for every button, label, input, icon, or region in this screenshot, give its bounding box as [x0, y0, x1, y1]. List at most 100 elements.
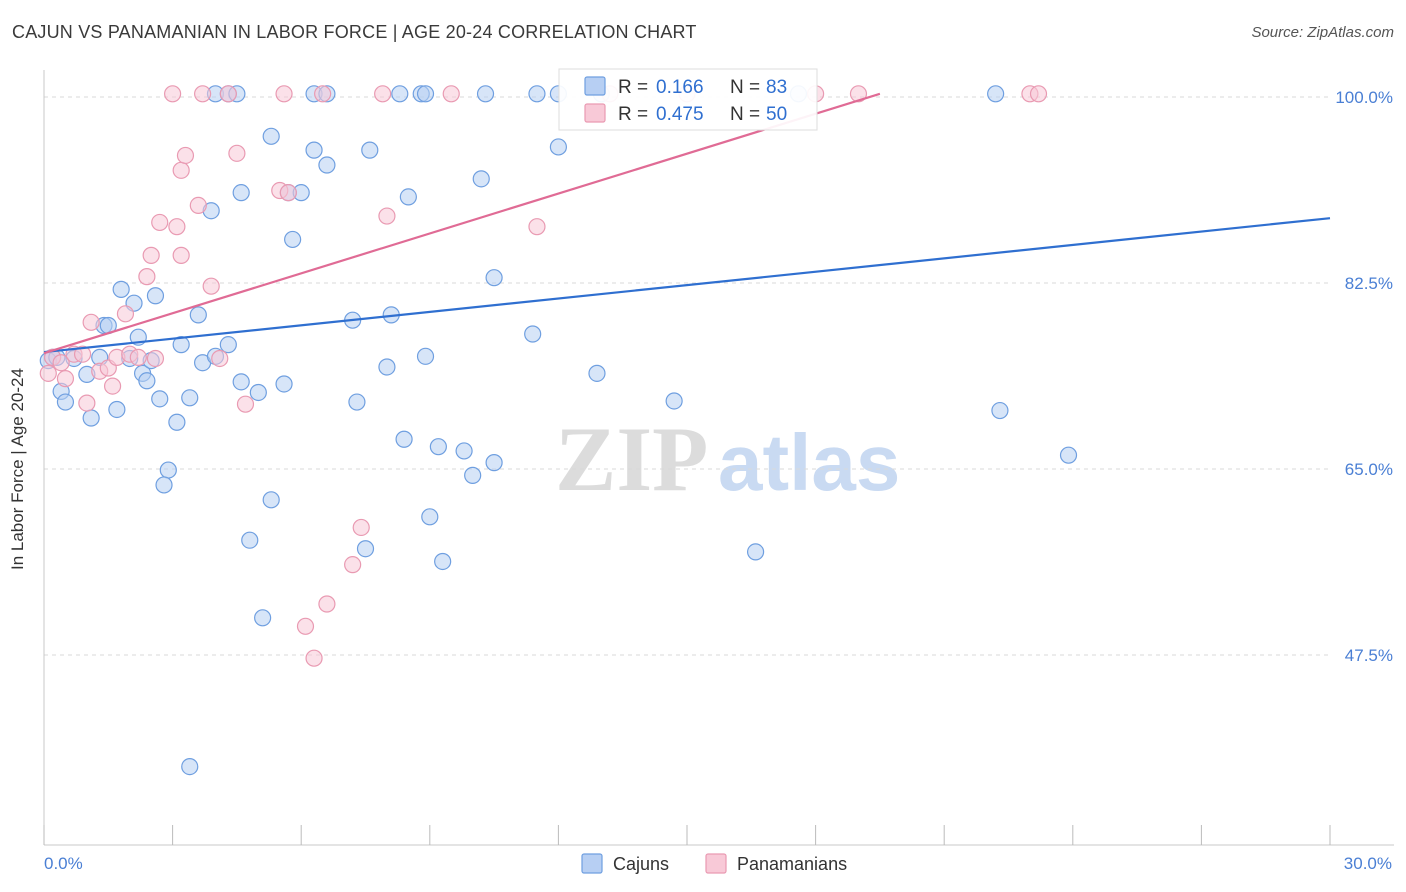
data-point-cajuns	[395, 430, 413, 448]
legend-r-value: 0.475	[656, 104, 704, 125]
data-point-cajuns	[181, 757, 199, 776]
y-tick-label: 47.5%	[1345, 646, 1393, 665]
x-tick-label: 30.0%	[1344, 854, 1392, 873]
data-point-cajuns	[588, 364, 606, 382]
data-point-cajuns	[138, 372, 156, 390]
watermark-atlas: atlas	[718, 418, 900, 507]
source-credit: Source: ZipAtlas.com	[1251, 24, 1394, 41]
data-point-panamanians	[305, 649, 323, 667]
data-point-cajuns	[305, 141, 323, 159]
y-tick-label: 100.0%	[1335, 88, 1393, 107]
data-point-cajuns	[56, 393, 75, 411]
data-point-panamanians	[116, 305, 135, 323]
legend-r-value: 0.166	[656, 77, 704, 98]
series-legend-swatch-cajuns	[581, 853, 603, 874]
data-point-cajuns	[151, 390, 169, 408]
data-point-panamanians	[378, 207, 396, 225]
data-point-cajuns	[485, 454, 503, 472]
legend-n-value: 50	[766, 104, 787, 125]
data-point-panamanians	[73, 345, 92, 363]
data-point-panamanians	[219, 85, 237, 103]
data-point-cajuns	[429, 438, 447, 456]
data-point-cajuns	[254, 609, 272, 627]
data-point-panamanians	[528, 218, 546, 236]
data-point-cajuns	[262, 491, 280, 509]
data-point-cajuns	[275, 375, 293, 393]
stats-legend: R = 0.166 N = 83 R = 0.475 N = 50	[558, 68, 818, 131]
data-point-cajuns	[455, 442, 473, 460]
data-point-cajuns	[159, 461, 177, 479]
data-point-cajuns	[987, 85, 1005, 103]
data-point-panamanians	[168, 218, 186, 236]
data-point-cajuns	[108, 400, 126, 419]
data-point-panamanians	[442, 85, 460, 103]
data-point-cajuns	[549, 138, 568, 156]
legend-swatch-cajuns	[584, 76, 606, 96]
data-point-panamanians	[296, 617, 315, 635]
series-legend-label: Cajuns	[613, 854, 669, 874]
legend-r-label: R =	[618, 77, 648, 98]
data-point-panamanians	[164, 85, 182, 103]
trend-line-cajuns	[43, 217, 1331, 354]
data-point-cajuns	[524, 325, 542, 343]
data-point-panamanians	[103, 377, 122, 395]
data-point-cajuns	[181, 389, 199, 407]
data-point-cajuns	[1059, 446, 1078, 464]
y-tick-label: 65.0%	[1345, 460, 1393, 479]
series-legend-swatch-panamanians	[705, 853, 727, 874]
data-point-panamanians	[172, 246, 190, 264]
data-point-cajuns	[232, 373, 250, 391]
data-point-cajuns	[472, 170, 490, 188]
data-point-panamanians	[352, 518, 370, 537]
data-point-cajuns	[416, 85, 435, 103]
data-point-cajuns	[361, 141, 379, 159]
data-point-cajuns	[262, 127, 280, 145]
trend-line-panamanians	[43, 92, 881, 355]
data-point-panamanians	[82, 313, 100, 331]
data-point-cajuns	[421, 508, 439, 526]
data-point-panamanians	[228, 144, 246, 162]
legend-n-label: N =	[730, 104, 760, 125]
data-point-cajuns	[399, 188, 417, 206]
data-point-cajuns	[416, 347, 435, 365]
data-point-cajuns	[485, 269, 503, 287]
data-point-panamanians	[275, 85, 293, 103]
legend-n-label: N =	[730, 77, 760, 98]
data-point-cajuns	[434, 552, 452, 571]
legend-r-label: R =	[618, 104, 648, 125]
data-point-cajuns	[476, 85, 495, 103]
data-point-cajuns	[189, 306, 207, 324]
data-point-panamanians	[172, 161, 190, 179]
data-point-panamanians	[318, 595, 336, 613]
series-legend: Cajuns Panamanians	[581, 853, 847, 874]
data-point-panamanians	[314, 85, 332, 103]
data-point-cajuns	[665, 392, 683, 410]
watermark-zip: ZIP	[555, 408, 708, 510]
data-point-panamanians	[39, 364, 57, 382]
data-point-panamanians	[236, 395, 255, 413]
x-tick-label: 0.0%	[44, 854, 83, 873]
data-point-panamanians	[129, 348, 147, 366]
data-point-cajuns	[348, 393, 366, 411]
data-point-panamanians	[142, 246, 160, 264]
data-point-cajuns	[168, 413, 186, 431]
data-point-cajuns	[249, 383, 267, 402]
data-point-panamanians	[194, 85, 212, 103]
data-point-cajuns	[284, 230, 302, 249]
data-point-cajuns	[356, 540, 375, 558]
legend-n-value: 83	[766, 77, 787, 98]
data-point-cajuns	[146, 287, 165, 305]
data-point-panamanians	[56, 370, 75, 388]
data-point-panamanians	[176, 146, 195, 165]
data-point-cajuns	[464, 466, 482, 484]
series-legend-label: Panamanians	[737, 854, 847, 874]
data-point-panamanians	[849, 85, 868, 103]
data-point-cajuns	[232, 184, 250, 202]
legend-swatch-panamanians	[584, 103, 606, 123]
data-point-cajuns	[378, 358, 396, 376]
data-point-panamanians	[279, 184, 297, 202]
data-point-cajuns	[219, 336, 237, 354]
data-point-panamanians	[138, 268, 156, 286]
y-tick-label: 82.5%	[1345, 274, 1393, 293]
